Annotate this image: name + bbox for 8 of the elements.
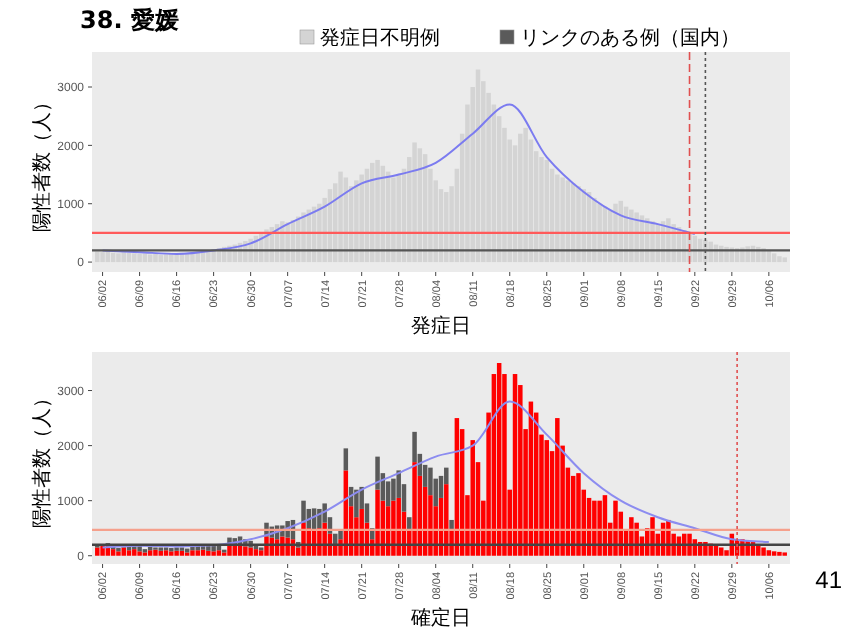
x-axis-title: 確定日: [409, 606, 471, 630]
chart-title: 38. 愛媛: [80, 6, 179, 34]
y-axis-title: 陽性者数（人）: [30, 92, 54, 232]
x-axis-title: 発症日: [411, 314, 471, 338]
text: 41: [815, 566, 843, 594]
legend-label: リンクのある例（国内）: [520, 26, 740, 50]
legend-label: 発症日不明例: [320, 26, 440, 50]
y-axis-title: 陽性者数（人）: [30, 388, 54, 528]
